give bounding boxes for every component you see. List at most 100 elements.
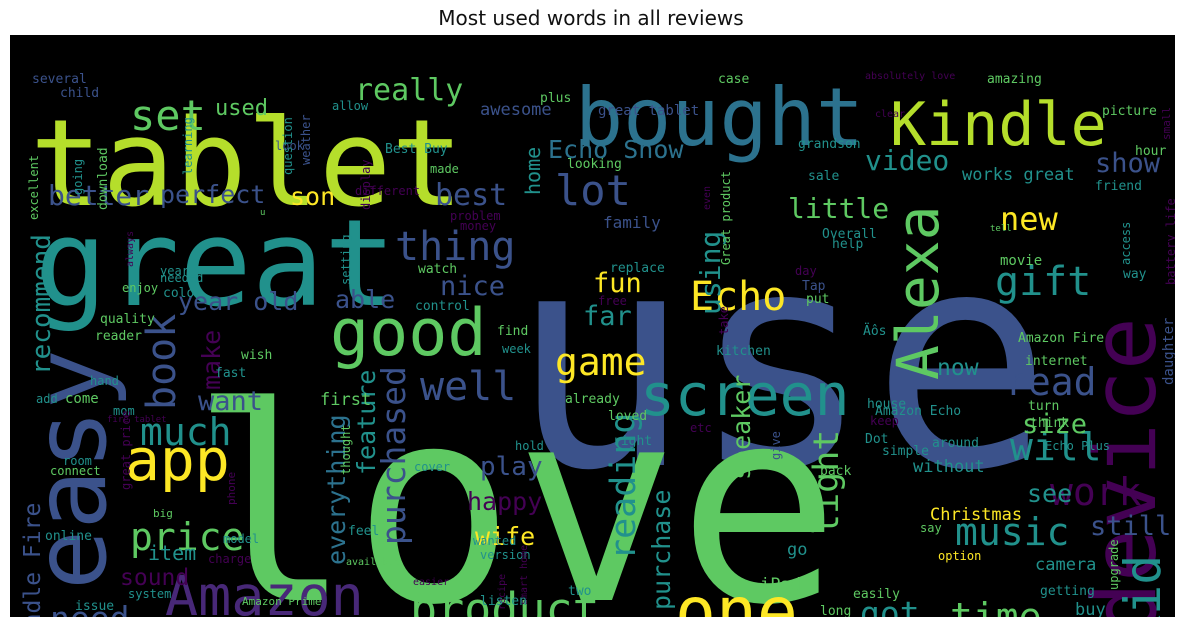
word-picture: picture	[1102, 104, 1157, 119]
word-purchase: purchase	[647, 490, 676, 610]
word-u: u	[260, 208, 265, 218]
word-listen: listen	[480, 594, 527, 609]
word-price: price	[130, 515, 244, 559]
word-son: son	[290, 182, 335, 211]
word-color: color	[163, 286, 202, 301]
word-year-old: year old	[178, 287, 298, 316]
word-alexa: Alexa	[884, 205, 952, 380]
word-amazon: Amazon	[165, 564, 364, 617]
word-without: without	[913, 457, 985, 477]
word-made: made	[430, 162, 459, 176]
word-fun: fun	[593, 268, 642, 299]
word-smart-home: smart home	[519, 545, 530, 605]
word-etc: etc	[690, 421, 712, 435]
word-kid: kid	[1114, 555, 1172, 617]
word-already: already	[565, 392, 620, 407]
word-day: day	[795, 264, 817, 278]
word-tablet: tablet	[30, 95, 463, 234]
word-allow: allow	[332, 99, 369, 113]
word-much: much	[140, 410, 232, 454]
word-grandson: grandson	[798, 137, 861, 152]
word-recommend: recommend	[27, 234, 57, 375]
word-around: around	[932, 436, 979, 451]
word-simple: simple	[882, 444, 929, 459]
word-cover: cover	[414, 460, 450, 474]
word-everything: everything	[322, 414, 351, 565]
word-easily: easily	[853, 587, 900, 602]
word-best: best	[435, 178, 507, 213]
word-amazon-echo: Amazon Echo	[875, 404, 961, 419]
word-see: see	[1027, 479, 1072, 508]
word-small: small	[1160, 107, 1173, 140]
word-way: way	[1123, 267, 1147, 282]
word-thing: thing	[395, 224, 515, 270]
word-read: read	[1005, 360, 1097, 404]
word-time: time	[950, 595, 1042, 617]
word-upgrade: upgrade	[1107, 539, 1121, 590]
word-got: got	[860, 594, 920, 617]
word-model: model	[223, 532, 259, 546]
word-better: better	[48, 179, 149, 212]
word-even: even	[702, 186, 713, 210]
word-money: money	[460, 219, 496, 233]
word-easier: easier	[413, 577, 449, 588]
word-clear: clear	[875, 109, 905, 120]
word-great-product: Great product	[719, 171, 733, 265]
word-free: free	[598, 294, 627, 308]
word-needed: needed	[160, 271, 203, 285]
word-nice: nice	[440, 271, 505, 302]
word-option: option	[938, 549, 981, 563]
word-hand: hand	[90, 374, 119, 388]
figure-title: Most used words in all reviews	[438, 6, 744, 30]
word-connect: connect	[50, 464, 101, 478]
word-back: back	[820, 464, 851, 479]
word-best-buy: Best Buy	[385, 142, 448, 157]
word-app: app	[125, 426, 230, 494]
word-family: family	[603, 213, 661, 232]
word-different: different	[355, 184, 420, 198]
word-well: well	[420, 364, 516, 410]
word-size: size	[1022, 409, 1087, 440]
word-great-tablet: great tablet	[598, 103, 699, 119]
word-hold: hold	[515, 439, 544, 453]
word-long: long	[820, 604, 851, 617]
word-tell: tell	[990, 224, 1012, 234]
word-good: good	[330, 296, 487, 371]
word-getting: getting	[1040, 584, 1095, 599]
word-works-great: works great	[962, 165, 1075, 185]
word-using: using	[694, 231, 727, 315]
word-dot: Dot	[865, 432, 888, 447]
word-keep: keep	[870, 414, 899, 428]
word-device: device	[1073, 317, 1175, 617]
word-fast: fast	[215, 366, 246, 381]
word-camera: camera	[1035, 555, 1096, 575]
word-used: used	[215, 96, 268, 121]
word-echo: Echo	[690, 274, 786, 320]
word-bought: bought	[575, 71, 864, 164]
word-purchased: purchased	[374, 366, 413, 545]
word-wanted: wanted	[473, 534, 516, 548]
word-help: help	[832, 237, 863, 252]
word-put: put	[806, 292, 829, 307]
word-wife: wife	[475, 522, 535, 551]
word-overall: Overall	[822, 227, 877, 242]
word-look: look	[275, 139, 305, 153]
word-video: video	[865, 144, 949, 177]
word-always: always	[125, 231, 136, 267]
word-absolutely-love: absolutely love	[865, 71, 955, 82]
word-perfect: perfect	[160, 180, 265, 209]
word-item: item	[148, 541, 196, 565]
word-house: house	[867, 397, 906, 412]
word-now: now	[937, 355, 979, 381]
word-phone: phone	[225, 472, 238, 505]
word-think: think	[1030, 416, 1069, 431]
word-set: set	[130, 91, 206, 140]
word-room: room	[63, 454, 92, 468]
word-little: little	[788, 192, 889, 225]
word-cloud: use love tablet great easy bought Kindle device…	[10, 35, 1175, 617]
word-daughter: daughter	[1161, 318, 1175, 385]
word-show: show	[1095, 148, 1161, 179]
word-sale: sale	[808, 169, 839, 184]
word-really: really	[355, 73, 463, 108]
